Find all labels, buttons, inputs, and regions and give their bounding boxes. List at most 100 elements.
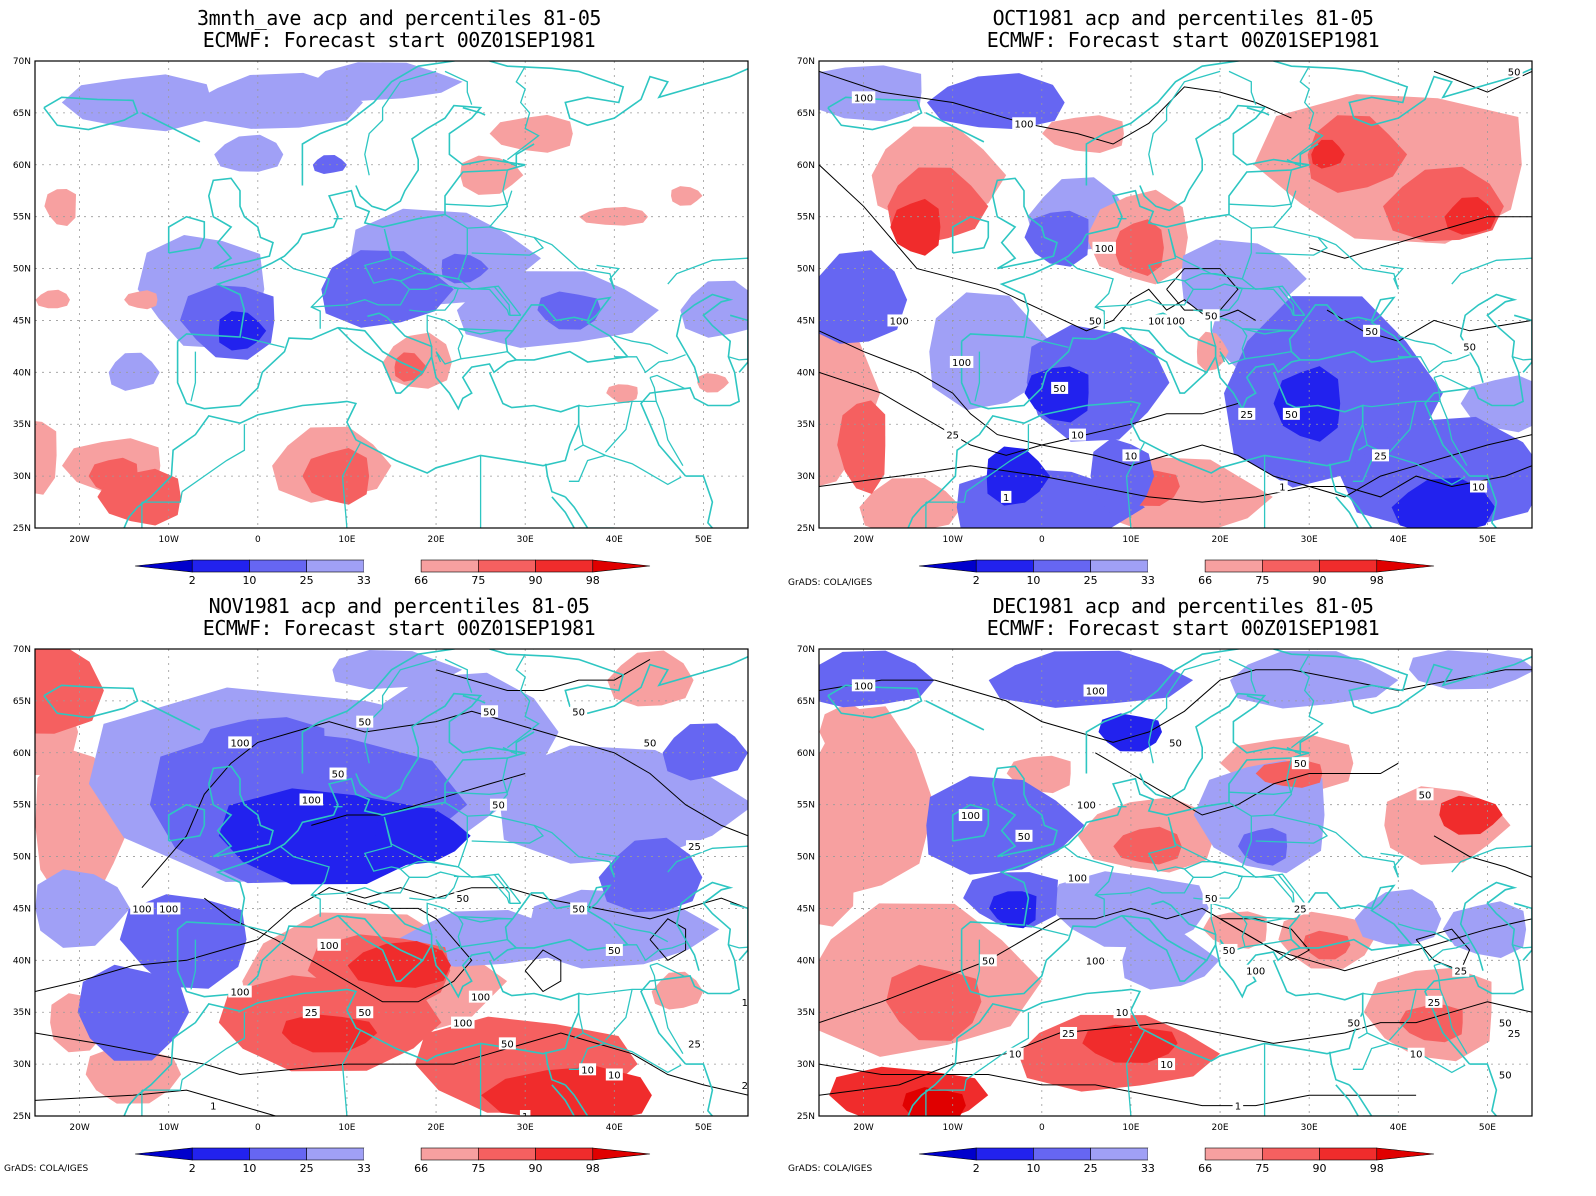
contour-line xyxy=(1166,268,1239,311)
legend-label: 75 xyxy=(471,1162,485,1175)
contour-label: 50 xyxy=(572,904,585,915)
percentile-shading xyxy=(837,400,886,494)
panel-3month-average: 3mnth_ave acp and percentiles 81-05 ECMW… xyxy=(0,0,798,598)
contour-line xyxy=(35,1089,276,1116)
country-border xyxy=(460,938,508,948)
legend-label: 98 xyxy=(1370,1162,1384,1175)
contour-label: 25 xyxy=(1374,451,1387,462)
country-border xyxy=(1277,285,1305,316)
contour-label: 50 xyxy=(1499,1019,1512,1030)
contour-label: 1 xyxy=(1279,482,1285,493)
coastline xyxy=(1139,692,1310,800)
percentile-shading xyxy=(1113,219,1164,276)
legend-label: 98 xyxy=(1370,574,1384,587)
percentile-shading xyxy=(214,134,284,172)
lon-tick-label: 50E xyxy=(695,1123,712,1133)
country-border xyxy=(1237,875,1294,904)
contour-label-bg xyxy=(949,355,974,368)
contour-label: 100 xyxy=(952,358,971,369)
contour-label-bg xyxy=(302,1006,320,1019)
contour-label-bg xyxy=(1006,1047,1024,1060)
legend-label: 98 xyxy=(586,574,600,587)
legend-swatch xyxy=(363,1148,422,1160)
country-border xyxy=(341,442,361,528)
country-border xyxy=(728,356,748,361)
lat-tick-label: 30N xyxy=(13,1060,31,1070)
percentile-shading xyxy=(926,73,1065,130)
lon-tick-label: 50E xyxy=(1479,1123,1496,1133)
country-border xyxy=(533,236,615,290)
percentile-shading xyxy=(1113,826,1182,865)
contour-label: 1 xyxy=(522,1112,528,1123)
lat-tick-label: 60N xyxy=(797,161,815,171)
contour-label: 25 xyxy=(1062,1029,1075,1040)
country-border xyxy=(1063,845,1114,917)
lat-tick-label: 45N xyxy=(797,316,815,326)
contour-line xyxy=(141,710,748,889)
contour-label: 50 xyxy=(1365,327,1378,338)
contour-label: 25 xyxy=(688,1039,701,1050)
legend-label: 2 xyxy=(973,574,980,587)
coastline xyxy=(123,959,580,1116)
coastline xyxy=(176,326,425,410)
panel-title-line1: NOV1981 acp and percentiles 81-05 xyxy=(208,594,590,618)
coastline xyxy=(564,496,589,528)
lat-tick-label: 55N xyxy=(797,213,815,223)
contour-label: 50 xyxy=(1419,790,1432,801)
percentile-shading xyxy=(35,289,70,309)
lon-tick-label: 40E xyxy=(1390,535,1407,545)
legend-label: 10 xyxy=(1026,574,1040,587)
contour-label-bg xyxy=(451,1016,475,1029)
legend-label: 2 xyxy=(189,574,196,587)
coastline xyxy=(1151,900,1217,961)
contour-label-bg xyxy=(1220,943,1238,956)
contour-label: 50 xyxy=(456,894,469,905)
contour-label: 10 xyxy=(1472,482,1485,493)
country-border xyxy=(667,845,748,873)
coastline xyxy=(1286,731,1319,756)
contour-label-bg xyxy=(1461,340,1479,353)
contour-label-bg xyxy=(605,943,623,956)
contour-label-bg xyxy=(228,736,252,749)
lat-tick-label: 65N xyxy=(13,109,31,119)
lon-tick-label: 20E xyxy=(427,535,444,545)
contour-label: 100 xyxy=(453,1019,472,1030)
contour-label-bg xyxy=(329,767,347,780)
map-area xyxy=(35,61,748,528)
legend-swatch xyxy=(975,559,1034,573)
legend-swatch xyxy=(249,1147,307,1161)
coastline xyxy=(1469,475,1498,528)
legend-arrow-low xyxy=(134,559,193,573)
contour-line xyxy=(524,949,562,993)
lat-tick-label: 30N xyxy=(797,472,815,482)
percentile-shading xyxy=(489,114,573,153)
contour-label: 50 xyxy=(1205,311,1218,322)
contour-line xyxy=(311,773,526,826)
contour-label: 50 xyxy=(332,770,345,781)
lat-tick-label: 35N xyxy=(797,420,815,430)
country-border xyxy=(614,942,686,962)
lon-tick-label: 10W xyxy=(943,535,963,545)
contour-line xyxy=(819,1001,1532,1096)
panel-nov1981: NOV1981 acp and percentiles 81-05 ECMWF:… xyxy=(0,588,798,1186)
legend-swatch xyxy=(1147,1148,1206,1160)
coastline xyxy=(1348,1084,1373,1116)
country-border xyxy=(471,814,545,844)
contour-label: 25 xyxy=(742,1081,755,1092)
contour-label: 25 xyxy=(1454,967,1467,978)
legend-label: 25 xyxy=(1084,1162,1098,1175)
contour-label: 50 xyxy=(1285,410,1298,421)
country-border xyxy=(578,377,657,408)
country-border xyxy=(1291,653,1324,749)
legend-swatch xyxy=(535,559,594,573)
percentile-shading xyxy=(61,74,212,132)
lat-tick-label: 65N xyxy=(797,109,815,119)
contour-label-bg xyxy=(1113,1006,1131,1019)
legend-swatch xyxy=(1033,559,1091,573)
contour-label: 50 xyxy=(572,707,585,718)
percentile-shading xyxy=(97,468,181,526)
contour-label-bg xyxy=(1363,324,1381,337)
country-border xyxy=(649,962,686,978)
coastline xyxy=(167,215,206,254)
country-border xyxy=(444,70,473,105)
